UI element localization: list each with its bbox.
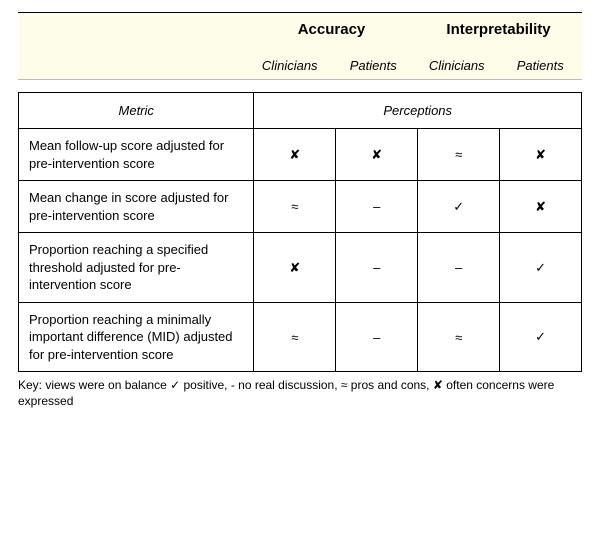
header-row-subgroups: Clinicians Patients Clinicians Patients <box>18 58 582 73</box>
sub-patients-2: Patients <box>499 58 583 73</box>
cell-int-clinicians: ≈ <box>418 129 500 181</box>
cell-int-patients: ✓ <box>500 302 582 372</box>
sub-patients-1: Patients <box>332 58 416 73</box>
metric-header: Metric <box>19 93 254 129</box>
cell-int-clinicians: ≈ <box>418 302 500 372</box>
perceptions-header: Perceptions <box>254 93 582 129</box>
page-container: Accuracy Interpretability Clinicians Pat… <box>0 0 600 420</box>
cell-int-clinicians: – <box>418 233 500 303</box>
table-row: Mean change in score adjusted for pre-in… <box>19 181 582 233</box>
header-spacer-2 <box>18 58 248 73</box>
sub-clinicians-1: Clinicians <box>248 58 332 73</box>
key-legend: Key: views were on balance ✓ positive, -… <box>18 378 582 409</box>
table-header-row: Metric Perceptions <box>19 93 582 129</box>
cell-int-patients: ✘ <box>500 181 582 233</box>
cell-acc-patients: – <box>336 181 418 233</box>
cell-acc-clinicians: ✘ <box>254 129 336 181</box>
metric-label: Mean follow-up score adjusted for pre-in… <box>19 129 254 181</box>
group-interpretability: Interpretability <box>415 21 582 38</box>
cell-int-patients: ✘ <box>500 129 582 181</box>
group-accuracy: Accuracy <box>248 21 415 38</box>
cell-acc-clinicians: ≈ <box>254 181 336 233</box>
metric-label: Proportion reaching a minimally importan… <box>19 302 254 372</box>
metric-label: Proportion reaching a specified threshol… <box>19 233 254 303</box>
cell-acc-clinicians: ✘ <box>254 233 336 303</box>
cell-acc-patients: – <box>336 302 418 372</box>
cell-int-clinicians: ✓ <box>418 181 500 233</box>
cell-int-patients: ✓ <box>500 233 582 303</box>
cell-acc-patients: – <box>336 233 418 303</box>
table-row: Mean follow-up score adjusted for pre-in… <box>19 129 582 181</box>
table-row: Proportion reaching a specified threshol… <box>19 233 582 303</box>
header-row-groups: Accuracy Interpretability <box>18 21 582 38</box>
metric-label: Mean change in score adjusted for pre-in… <box>19 181 254 233</box>
cell-acc-patients: ✘ <box>336 129 418 181</box>
sub-clinicians-2: Clinicians <box>415 58 499 73</box>
cell-acc-clinicians: ≈ <box>254 302 336 372</box>
table-row: Proportion reaching a minimally importan… <box>19 302 582 372</box>
perceptions-table: Metric Perceptions Mean follow-up score … <box>18 92 582 372</box>
header-spacer <box>18 21 248 38</box>
header-band: Accuracy Interpretability Clinicians Pat… <box>18 12 582 80</box>
